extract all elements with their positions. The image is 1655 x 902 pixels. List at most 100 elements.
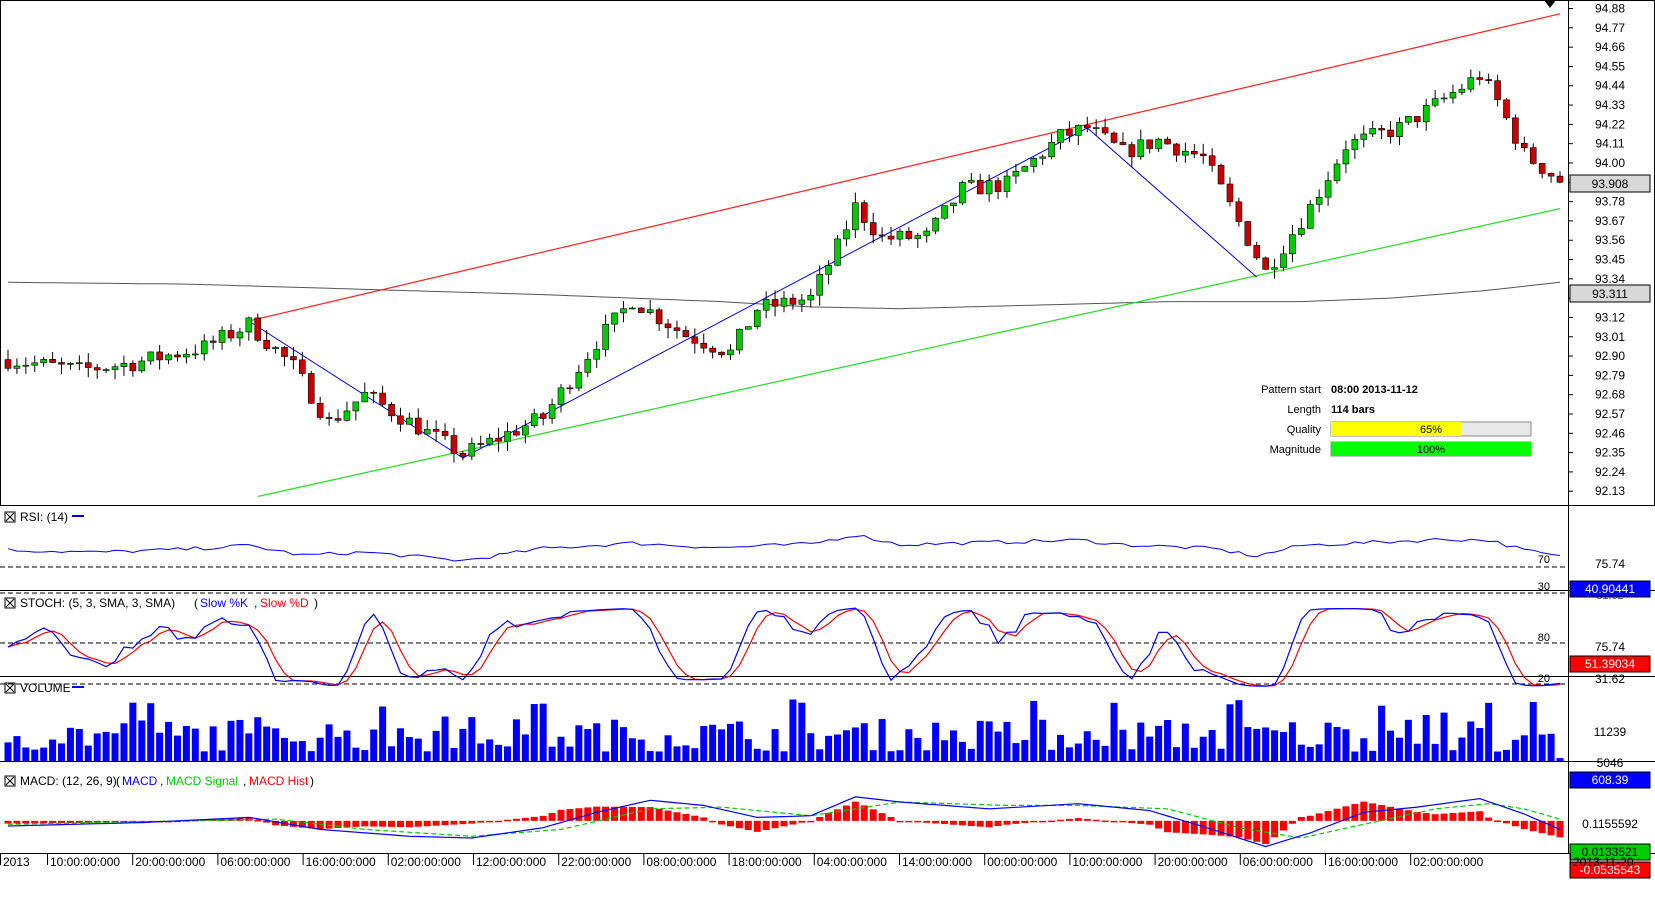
stoch-paren-close: ) (314, 596, 318, 610)
candle-body (1030, 158, 1038, 167)
macd-hist-bar (1520, 820, 1528, 830)
candle-body (58, 362, 65, 365)
candle-body (450, 435, 458, 454)
macd-hist-bar (664, 810, 672, 821)
volume-bar (245, 733, 253, 761)
macd-legend-signal: MACD Signal (166, 774, 238, 788)
candle-body (111, 366, 119, 370)
price-tick-label: 94.44 (1595, 79, 1625, 93)
candle-body (1137, 139, 1145, 158)
time-tick-label: 02:00:00:000 (391, 855, 461, 869)
candle-body (664, 323, 672, 329)
macd-hist-bar (138, 820, 146, 823)
macd-hist-bar (1146, 820, 1154, 825)
volume-bar (923, 750, 931, 761)
macd-hist-bar (771, 820, 779, 829)
macd-hist-bar (263, 820, 271, 823)
macd-hist-bar (548, 812, 556, 821)
candle-body (1244, 221, 1252, 246)
quality-bar-fill (1331, 422, 1461, 436)
volume-bar (191, 728, 199, 761)
rsi-collapse-icon[interactable] (4, 511, 16, 523)
candle-body (1378, 128, 1385, 131)
candle-body (869, 222, 877, 236)
candle-body (1280, 253, 1287, 268)
candle-body (102, 369, 110, 371)
candle-body (1101, 127, 1109, 134)
price-tick-label: 92.90 (1595, 349, 1625, 363)
candle-body (1039, 156, 1046, 159)
macd-hist-bar (1110, 820, 1118, 823)
stoch-collapse-icon[interactable] (4, 597, 16, 609)
candle-body (1208, 155, 1216, 166)
price-tick-label: 94.55 (1595, 59, 1625, 73)
macd-tick-high: 0.1155592 (1582, 817, 1638, 831)
macd-hist-bar (521, 817, 529, 821)
candle-body (76, 362, 83, 364)
macd-hist-bar (1324, 811, 1332, 821)
candle-body (1190, 150, 1198, 155)
ma-value-box: 93.311 (1569, 284, 1651, 303)
macd-hist-bar (646, 807, 654, 821)
volume-bar (4, 742, 12, 761)
length-value: 114 bars (1331, 404, 1375, 416)
ma-value-label: 93.311 (1592, 287, 1628, 301)
macd-hist-bar (726, 820, 734, 827)
macd-current-box-1 (1569, 843, 1651, 861)
macd-collapse-icon[interactable] (4, 775, 16, 787)
candle-body (637, 307, 645, 313)
macd-hist-bar (1119, 820, 1127, 823)
candle-body (1538, 163, 1546, 174)
macd-hist-bar (1208, 820, 1216, 835)
stoch-tick-high: 75.74 (1595, 640, 1625, 654)
volume-bar (1306, 746, 1314, 761)
volume-bar (985, 721, 993, 761)
price-tick-label: 93.45 (1595, 253, 1625, 267)
price-tick-label: 94.00 (1595, 156, 1625, 170)
macd-hist-bar (1297, 817, 1305, 821)
macd-hist-bar (441, 820, 449, 826)
macd-hist-bar (780, 820, 788, 827)
volume-bar (816, 749, 824, 761)
candle-body (807, 294, 815, 301)
magnitude-bar-fill (1331, 442, 1531, 456)
macd-hist-bar (682, 814, 690, 821)
candle-body (548, 404, 556, 419)
candle-body (129, 362, 137, 372)
price-tick-label: 92.79 (1595, 368, 1625, 382)
macd-hist-bar (1190, 820, 1198, 834)
macd-hist-bar (468, 820, 476, 824)
volume-bar (744, 739, 752, 761)
rsi-collapse-cross (5, 512, 15, 522)
macd-legend-sep2: , (243, 774, 246, 788)
volume-bar (700, 726, 708, 761)
macd-hist-bar (254, 819, 262, 822)
candle-body (290, 356, 297, 361)
macd-legend-macd: MACD (122, 774, 158, 788)
volume-bar (1387, 730, 1395, 761)
volume-bar (1288, 722, 1296, 761)
volume-bar (878, 719, 886, 761)
volume-bar (1253, 728, 1261, 761)
volume-bar (1271, 730, 1279, 761)
macd-hist-bar (1387, 806, 1395, 821)
volume-bar (628, 738, 636, 761)
volume-bar (1092, 739, 1100, 761)
candle-body (513, 431, 520, 436)
candle-body (379, 392, 386, 405)
volume-bar (1333, 726, 1341, 761)
price-tick-label: 94.88 (1595, 2, 1625, 16)
stoch-collapse-cross (5, 598, 15, 608)
volume-collapse-icon[interactable] (4, 682, 16, 694)
volume-bar (298, 741, 306, 761)
candle-body (388, 404, 395, 417)
volume-bar (521, 734, 529, 761)
macd-hist-bar (1244, 820, 1252, 840)
candle-body (762, 299, 770, 311)
candle-body (1253, 245, 1261, 259)
macd-hist-bar (1360, 801, 1368, 821)
macd-hist-bar (236, 817, 244, 821)
macd-hist-bar (923, 820, 931, 823)
macd-hist-bar (637, 807, 645, 821)
volume-bar (1422, 715, 1430, 761)
